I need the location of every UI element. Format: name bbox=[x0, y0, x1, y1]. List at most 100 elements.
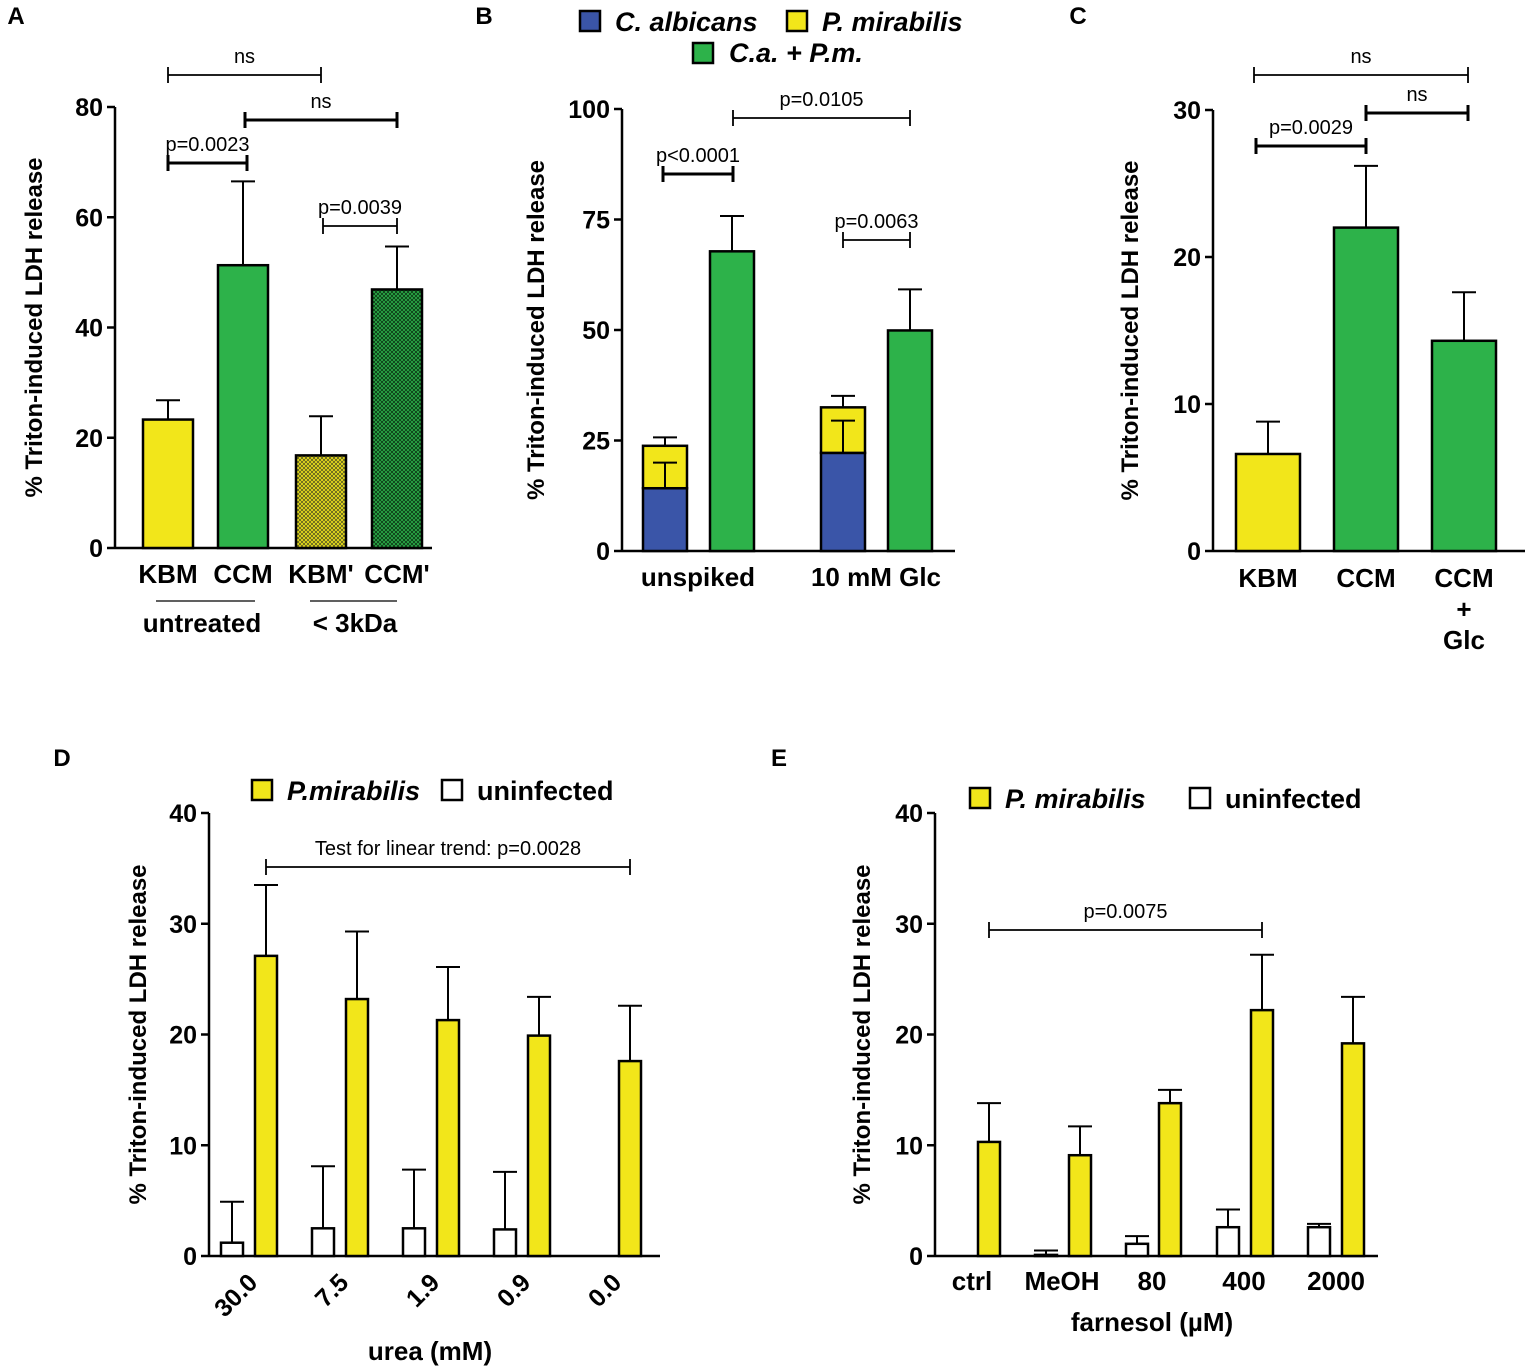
b-comparison-2-label: p=0.0063 bbox=[835, 211, 919, 233]
c-y-tick-label: 0 bbox=[1187, 538, 1201, 566]
a-category-label: CCM' bbox=[364, 559, 429, 589]
b-legend-swatch-combined bbox=[691, 41, 715, 65]
d-bar-p-mirabilis-1 bbox=[344, 997, 370, 1258]
e-y-tick-label: 20 bbox=[895, 1022, 923, 1050]
a-group-label: < 3kDa bbox=[313, 608, 398, 638]
d-bar-p-mirabilis-4 bbox=[617, 1059, 643, 1258]
e-y-tick-label: 10 bbox=[895, 1132, 923, 1160]
a-comparison-1-label: ns bbox=[310, 91, 331, 113]
d-bar-uninfected-1 bbox=[310, 1227, 336, 1258]
e-legend-swatch-uninfected bbox=[1188, 786, 1212, 810]
c-bar-0 bbox=[1234, 452, 1302, 553]
b-y-tick-label: 25 bbox=[582, 428, 610, 456]
a-bar-0 bbox=[141, 418, 195, 550]
e-bar-p-mirabilis-2 bbox=[1157, 1101, 1183, 1258]
e-legend-label: P. mirabilis bbox=[1005, 784, 1146, 814]
e-bar-uninfected-4 bbox=[1306, 1225, 1332, 1258]
b-y-tick-label: 50 bbox=[582, 317, 610, 345]
b-bar-c-albicans-1 bbox=[819, 451, 867, 553]
b-legend-swatch-c-albicans bbox=[578, 9, 602, 33]
e-bar-p-mirabilis-1 bbox=[1067, 1153, 1093, 1258]
c-comparison-2-label: ns bbox=[1406, 84, 1427, 106]
e-y-tick-label: 0 bbox=[909, 1243, 923, 1271]
d-legend-swatch-uninfected bbox=[440, 778, 464, 802]
b-legend-label: C. albicans bbox=[615, 7, 758, 37]
a-bar-3 bbox=[370, 288, 424, 550]
d-category-label: 0.0 bbox=[583, 1268, 627, 1312]
b-legend-swatch-p-mirabilis bbox=[785, 9, 809, 33]
c-category-label-line: Glc bbox=[1443, 625, 1485, 655]
d-y-tick-label: 10 bbox=[169, 1132, 197, 1160]
d-category-label: 0.9 bbox=[492, 1268, 536, 1312]
c-bar-2 bbox=[1430, 339, 1498, 553]
c-y-tick-label: 10 bbox=[1173, 391, 1201, 419]
b-comparison-1-label: p=0.0105 bbox=[780, 89, 864, 111]
d-category-label: 30.0 bbox=[209, 1268, 263, 1322]
panel-label-d: D bbox=[53, 745, 70, 772]
d-y-tick-label: 20 bbox=[169, 1022, 197, 1050]
e-bar-uninfected-1 bbox=[1033, 1253, 1059, 1258]
b-group-label: unspiked bbox=[641, 562, 755, 592]
c-category-label-line: CCM bbox=[1434, 563, 1493, 593]
panel-label-e: E bbox=[771, 745, 787, 772]
a-comparison-2-label: p=0.0023 bbox=[166, 134, 250, 156]
e-category-label: 2000 bbox=[1307, 1266, 1365, 1296]
c-category-label: KBM bbox=[1238, 563, 1297, 593]
c-y-axis-label: % Triton-induced LDH release bbox=[1117, 160, 1144, 500]
c-comparison-0-label: ns bbox=[1350, 46, 1371, 68]
d-x-axis-label: urea (mM) bbox=[368, 1336, 492, 1366]
e-category-label: 400 bbox=[1222, 1266, 1265, 1296]
d-bar-uninfected-3 bbox=[492, 1228, 518, 1258]
e-x-axis-label: farnesol (µM) bbox=[1071, 1307, 1233, 1337]
e-category-label: ctrl bbox=[952, 1266, 992, 1296]
d-y-tick-label: 30 bbox=[169, 911, 197, 939]
e-category-label: 80 bbox=[1138, 1266, 1167, 1296]
a-category-label: KBM bbox=[138, 559, 197, 589]
b-legend-label: C.a. + P.m. bbox=[729, 38, 863, 68]
e-comparison-label: p=0.0075 bbox=[1084, 901, 1168, 923]
d-bar-p-mirabilis-3 bbox=[526, 1034, 552, 1258]
b-bar-combined-1 bbox=[886, 329, 934, 553]
e-y-axis-label: % Triton-induced LDH release bbox=[849, 864, 876, 1204]
d-bar-uninfected-2 bbox=[401, 1227, 427, 1258]
b-bar-c-albicans-0 bbox=[641, 486, 689, 553]
a-group-label: untreated bbox=[143, 608, 261, 638]
a-y-tick-label: 20 bbox=[75, 425, 103, 453]
e-y-tick-label: 30 bbox=[895, 911, 923, 939]
a-y-axis-label: % Triton-induced LDH release bbox=[21, 157, 48, 497]
d-legend-label: uninfected bbox=[477, 776, 614, 806]
b-bar-combined-0 bbox=[708, 250, 756, 553]
c-y-tick-label: 30 bbox=[1173, 97, 1201, 125]
a-category-label: CCM bbox=[213, 559, 272, 589]
a-category-label: KBM' bbox=[288, 559, 353, 589]
a-y-tick-label: 40 bbox=[75, 315, 103, 343]
b-y-tick-label: 100 bbox=[568, 96, 610, 124]
e-legend-swatch-p-mirabilis bbox=[968, 786, 992, 810]
d-legend-swatch-p-mirabilis bbox=[250, 778, 274, 802]
d-trend-label: Test for linear trend: p=0.0028 bbox=[315, 838, 581, 860]
b-group-label: 10 mM Glc bbox=[811, 562, 941, 592]
d-y-tick-label: 0 bbox=[183, 1243, 197, 1271]
c-category-label: CCM bbox=[1336, 563, 1395, 593]
panel-label-a: A bbox=[7, 3, 24, 30]
e-bar-p-mirabilis-0 bbox=[976, 1140, 1002, 1258]
a-bar-2 bbox=[294, 454, 348, 550]
d-y-tick-label: 40 bbox=[169, 800, 197, 828]
d-category-label: 1.9 bbox=[401, 1268, 445, 1312]
e-bar-uninfected-2 bbox=[1124, 1242, 1150, 1258]
e-bar-p-mirabilis-4 bbox=[1340, 1042, 1366, 1258]
c-comparison-1-label: p=0.0029 bbox=[1269, 117, 1353, 139]
e-bar-uninfected-3 bbox=[1215, 1225, 1241, 1258]
e-category-label: MeOH bbox=[1024, 1266, 1099, 1296]
c-category-label-line: + bbox=[1456, 594, 1471, 624]
b-y-axis-label: % Triton-induced LDH release bbox=[523, 160, 550, 500]
b-legend-label: P. mirabilis bbox=[822, 7, 963, 37]
e-y-tick-label: 40 bbox=[895, 800, 923, 828]
a-bar-1 bbox=[216, 263, 270, 550]
d-legend-label: P.mirabilis bbox=[287, 776, 420, 806]
d-category-label: 7.5 bbox=[310, 1268, 354, 1312]
a-y-tick-label: 0 bbox=[89, 535, 103, 563]
e-bar-p-mirabilis-3 bbox=[1249, 1008, 1275, 1258]
a-comparison-3-label: p=0.0039 bbox=[318, 197, 402, 219]
d-bar-p-mirabilis-0 bbox=[253, 954, 279, 1258]
